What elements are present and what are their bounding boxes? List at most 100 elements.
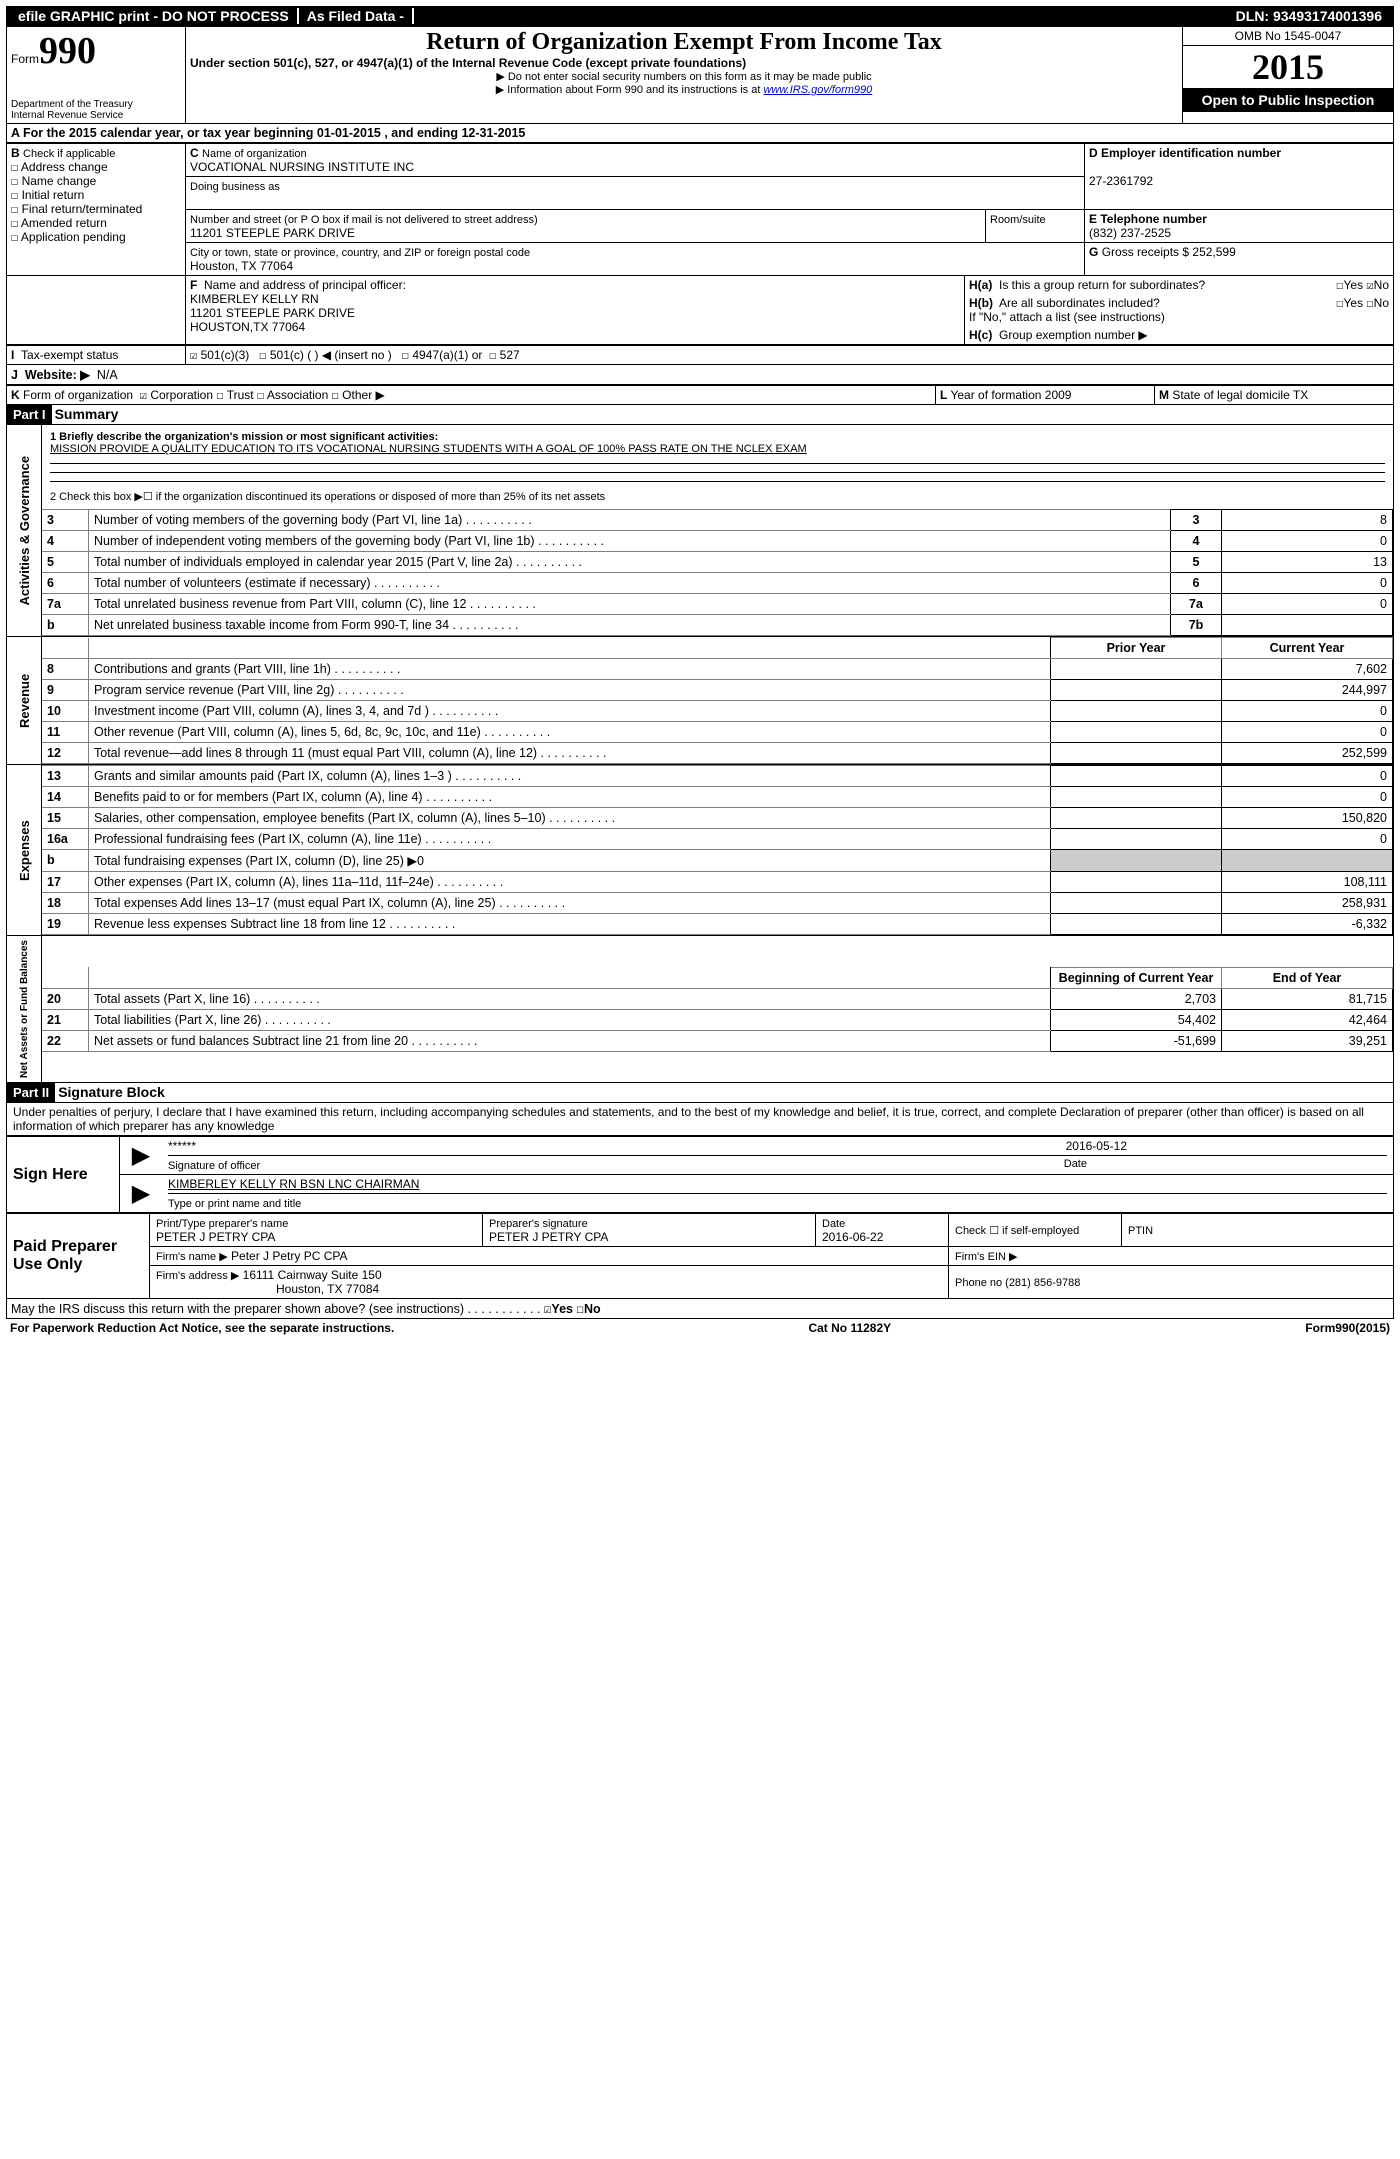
officer-group-block: F Name and address of principal officer:…	[6, 276, 1394, 345]
part2-header: Part II Signature Block	[6, 1083, 1394, 1103]
mission-text: MISSION PROVIDE A QUALITY EDUCATION TO I…	[50, 443, 1385, 455]
ha-no[interactable]: No	[1374, 278, 1389, 292]
preparer-date-label: Date	[822, 1218, 845, 1230]
line-row: 8Contributions and grants (Part VIII, li…	[42, 659, 1393, 680]
principal-officer-label: Name and address of principal officer:	[204, 278, 406, 292]
chk-527[interactable]: 527	[500, 348, 520, 362]
self-employed-check[interactable]: Check ☐ if self-employed	[955, 1225, 1079, 1237]
discuss-yes[interactable]: Yes	[551, 1302, 573, 1316]
footer-right: Form990(2015)	[1305, 1321, 1390, 1335]
city-label: City or town, state or province, country…	[190, 247, 530, 259]
org-name-label: Name of organization	[202, 148, 307, 160]
preparer-sig-label: Preparer's signature	[489, 1218, 588, 1230]
side-revenue: Revenue	[7, 637, 42, 765]
sign-here-block: Sign Here ▶ ****** 2016-05-12 Signature …	[6, 1136, 1394, 1213]
officer-name: KIMBERLEY KELLY RN	[190, 292, 319, 306]
irs-label: Internal Revenue Service	[11, 110, 181, 121]
line-row: 19Revenue less expenses Subtract line 18…	[42, 914, 1393, 935]
chk-trust[interactable]: Trust	[227, 388, 254, 402]
type-print-label: Type or print name and title	[168, 1198, 301, 1210]
hb-text: Are all subordinates included?	[999, 296, 1160, 310]
chk-501c3[interactable]: 501(c)(3)	[201, 348, 250, 362]
chk-address-change[interactable]: Address change	[21, 160, 108, 174]
line-row: bTotal fundraising expenses (Part IX, co…	[42, 850, 1393, 872]
paid-preparer-block: Paid Preparer Use Only Print/Type prepar…	[6, 1213, 1394, 1299]
line-a: A For the 2015 calendar year, or tax yea…	[6, 124, 1394, 143]
side-net-assets: Net Assets or Fund Balances	[7, 936, 42, 1083]
note2-text: ▶ Information about Form 990 and its ins…	[496, 84, 764, 96]
dba-label: Doing business as	[190, 181, 280, 193]
ha-yes[interactable]: Yes	[1344, 278, 1364, 292]
ag-row: 6Total number of volunteers (estimate if…	[42, 573, 1393, 594]
box-i-label: I	[11, 348, 14, 362]
chk-amended-return[interactable]: Amended return	[21, 216, 107, 230]
form-subtitle: Under section 501(c), 527, or 4947(a)(1)…	[190, 56, 1178, 70]
firm-name: Peter J Petry PC CPA	[231, 1249, 347, 1263]
tax-year-end: 12-31-2015	[461, 126, 525, 140]
state-domicile-label: State of legal domicile	[1172, 388, 1289, 402]
row-i: I Tax-exempt status ☑ 501(c)(3) ☐ 501(c)…	[6, 345, 1394, 365]
paid-preparer-label: Paid Preparer Use Only	[7, 1214, 150, 1299]
page: efile GRAPHIC print - DO NOT PROCESS As …	[0, 0, 1400, 1343]
chk-association[interactable]: Association	[267, 388, 328, 402]
hc-label: H(c)	[969, 328, 992, 342]
irs-link[interactable]: www.IRS.gov/form990	[763, 84, 872, 96]
preparer-name-label: Print/Type preparer's name	[156, 1218, 288, 1230]
line-row: 22Net assets or fund balances Subtract l…	[42, 1030, 1393, 1051]
chk-final-return[interactable]: Final return/terminated	[22, 202, 143, 216]
box-e-label: E Telephone number	[1089, 212, 1207, 226]
box-m-label: M	[1159, 388, 1169, 402]
line-a-mid: , and ending	[384, 126, 461, 140]
hb-no[interactable]: No	[1374, 296, 1389, 310]
line-row: 10Investment income (Part VIII, column (…	[42, 701, 1393, 722]
chk-4947[interactable]: 4947(a)(1) or	[412, 348, 482, 362]
website-label: Website: ▶	[25, 368, 90, 382]
part1-table: Activities & Governance 1 Briefly descri…	[6, 425, 1394, 1083]
line-row: 9Program service revenue (Part VIII, lin…	[42, 680, 1393, 701]
line-a-prefix: A For the 2015 calendar year, or tax yea…	[11, 126, 317, 140]
part1-badge: Part I	[7, 405, 52, 424]
box-f-label: F	[190, 278, 197, 292]
firm-name-label: Firm's name ▶	[156, 1251, 228, 1263]
banner-seg1: efile GRAPHIC print - DO NOT PROCESS	[10, 8, 299, 24]
ag-row: 5Total number of individuals employed in…	[42, 552, 1393, 573]
chk-initial-return[interactable]: Initial return	[22, 188, 85, 202]
box-j-label: J	[11, 368, 18, 382]
ptin-label: PTIN	[1128, 1225, 1153, 1237]
page-footer: For Paperwork Reduction Act Notice, see …	[6, 1319, 1394, 1337]
part2-title: Signature Block	[58, 1084, 165, 1100]
box-d-label: D Employer identification number	[1089, 146, 1281, 160]
part1-header: Part I Summary	[6, 405, 1394, 425]
year-formation-label: Year of formation	[950, 388, 1041, 402]
line2-text: 2 Check this box ▶☐ if the organization …	[50, 490, 1385, 503]
identity-block: B Check if applicable ☐ Address change ☐…	[6, 143, 1394, 276]
line-row: 18Total expenses Add lines 13–17 (must e…	[42, 893, 1393, 914]
prior-year-header: Prior Year	[1051, 638, 1222, 659]
hb-yes[interactable]: Yes	[1344, 296, 1364, 310]
ha-label: H(a)	[969, 278, 992, 292]
preparer-name: PETER J PETRY CPA	[156, 1230, 275, 1244]
chk-other[interactable]: Other ▶	[342, 388, 385, 402]
line-row: 15Salaries, other compensation, employee…	[42, 808, 1393, 829]
discuss-no[interactable]: No	[584, 1302, 601, 1316]
chk-corporation[interactable]: Corporation	[150, 388, 213, 402]
tax-year-start: 01-01-2015	[317, 126, 381, 140]
firm-addr1: 16111 Cairnway Suite 150	[243, 1268, 382, 1282]
officer-street: 11201 STEEPLE PARK DRIVE	[190, 306, 355, 320]
firm-addr2: Houston, TX 77084	[276, 1282, 379, 1296]
tax-year: 2015	[1183, 46, 1393, 88]
ag-row: 3Number of voting members of the governi…	[42, 510, 1393, 531]
street-label: Number and street (or P O box if mail is…	[190, 214, 538, 226]
sign-arrow-icon: ▶	[120, 1137, 163, 1175]
ha-text: Is this a group return for subordinates?	[999, 278, 1205, 292]
form-number: 990	[39, 30, 96, 72]
date-label: Date	[1064, 1158, 1087, 1170]
open-inspection: Open to Public Inspection	[1183, 88, 1393, 112]
header-table: Form990 Department of the Treasury Inter…	[6, 26, 1394, 124]
chk-name-change[interactable]: Name change	[22, 174, 97, 188]
discuss-row: May the IRS discuss this return with the…	[6, 1299, 1394, 1319]
line1-label: 1 Briefly describe the organization's mi…	[50, 431, 438, 443]
chk-application-pending[interactable]: Application pending	[21, 230, 126, 244]
banner-dln: DLN: 93493174001396	[1228, 8, 1390, 24]
chk-501c[interactable]: 501(c) ( ) ◀ (insert no )	[270, 348, 392, 362]
